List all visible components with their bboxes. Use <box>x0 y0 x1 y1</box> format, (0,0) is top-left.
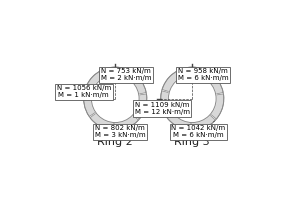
Wedge shape <box>114 115 139 130</box>
Wedge shape <box>134 94 147 119</box>
Wedge shape <box>84 91 96 117</box>
Wedge shape <box>161 91 172 117</box>
Text: Ring 2: Ring 2 <box>98 137 133 147</box>
Wedge shape <box>162 70 182 92</box>
Wedge shape <box>204 71 223 94</box>
Circle shape <box>168 75 216 123</box>
Text: N = 753 kN/m
M = 2 kN·m/m: N = 753 kN/m M = 2 kN·m/m <box>101 68 151 81</box>
Circle shape <box>92 75 139 123</box>
Text: N = 802 kN/m
M = 3 kN·m/m: N = 802 kN/m M = 3 kN·m/m <box>94 125 145 138</box>
Wedge shape <box>127 71 146 94</box>
Wedge shape <box>191 115 215 130</box>
Text: N = 1042 kN/m
M = 6 kN·m/m: N = 1042 kN/m M = 6 kN·m/m <box>171 121 226 138</box>
Wedge shape <box>90 113 113 130</box>
Wedge shape <box>167 113 190 130</box>
Text: N = 958 kN/m
M = 6 kN·m/m: N = 958 kN/m M = 6 kN·m/m <box>178 68 228 81</box>
Text: N = 1109 kN/m
M = 12 kN·m/m: N = 1109 kN/m M = 12 kN·m/m <box>135 102 190 115</box>
Circle shape <box>84 67 147 130</box>
Circle shape <box>161 67 224 130</box>
Text: N = 1056 kN/m
M = 1 kN·m/m: N = 1056 kN/m M = 1 kN·m/m <box>57 85 111 98</box>
Wedge shape <box>211 94 224 119</box>
Wedge shape <box>181 67 207 77</box>
Wedge shape <box>103 67 130 77</box>
Text: Ring 3: Ring 3 <box>174 137 210 147</box>
Wedge shape <box>85 70 106 92</box>
